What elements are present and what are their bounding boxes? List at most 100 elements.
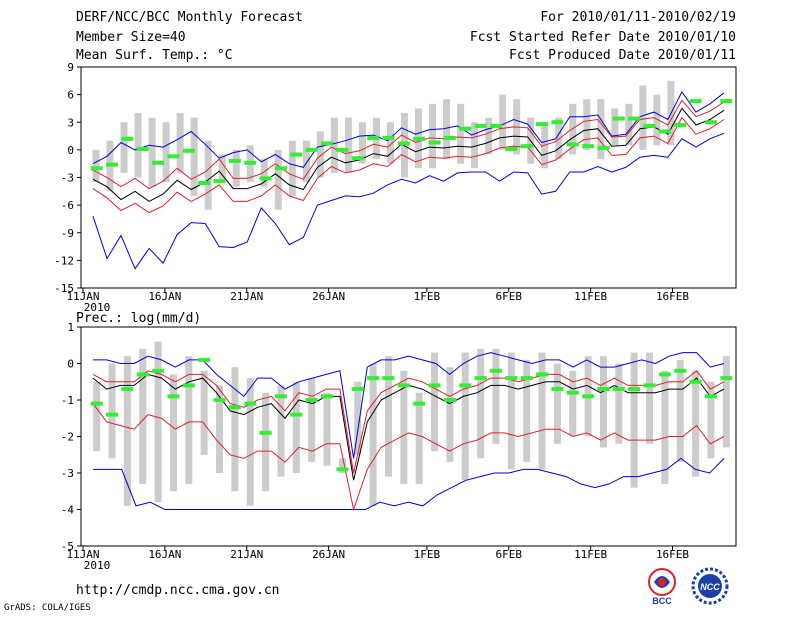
climatology-marker xyxy=(136,372,149,377)
range-bar xyxy=(661,370,669,484)
range-bar xyxy=(338,458,346,473)
range-bar xyxy=(218,154,226,183)
climatology-marker xyxy=(182,383,195,388)
climatology-marker xyxy=(474,123,487,128)
range-bar xyxy=(443,99,451,160)
climatology-marker xyxy=(674,123,687,128)
climatology-marker xyxy=(136,146,149,151)
climatology-marker xyxy=(597,146,610,151)
x-tick-label: 16FEB xyxy=(656,548,689,561)
range-bar xyxy=(204,140,212,210)
range-bar xyxy=(216,385,224,473)
climatology-marker xyxy=(121,387,134,392)
x-year-label: 2010 xyxy=(84,559,111,572)
climatology-marker xyxy=(305,147,318,152)
plot-frame xyxy=(80,326,737,547)
climatology-marker xyxy=(259,176,272,181)
climatology-marker xyxy=(167,154,180,159)
range-bar xyxy=(553,363,561,444)
y-tick-label: -3 xyxy=(61,172,74,185)
range-bar xyxy=(288,140,296,196)
y-tick-label: -5 xyxy=(61,540,74,553)
climatology-marker xyxy=(305,398,318,402)
x-tick-label: 1FEB xyxy=(414,548,441,561)
climatology-marker xyxy=(321,141,334,146)
range-bar xyxy=(457,103,465,164)
range-bar xyxy=(400,370,408,484)
climatology-marker xyxy=(121,136,134,141)
climatology-marker xyxy=(520,144,533,149)
range-bar xyxy=(461,352,469,481)
climatology-marker xyxy=(674,368,687,373)
range-bar xyxy=(625,103,633,146)
climatology-marker xyxy=(551,120,564,125)
range-bar xyxy=(330,117,338,173)
climatology-marker xyxy=(612,116,625,121)
climatology-marker xyxy=(106,162,119,167)
forecast-started-date: Fcst Started Refer Date 2010/01/10 xyxy=(469,30,736,45)
range-bar xyxy=(555,117,563,160)
range-bar xyxy=(611,108,619,146)
range-bar xyxy=(190,117,198,196)
climatology-marker xyxy=(689,99,702,104)
climatology-marker xyxy=(582,394,595,399)
x-tick-label: 6FEB xyxy=(496,548,523,561)
range-bar xyxy=(597,99,605,160)
x-tick-label: 21JAN xyxy=(230,548,263,561)
climatology-marker xyxy=(228,405,241,410)
climatology-marker xyxy=(413,401,426,406)
grads-credit: GrADS: COLA/IGES xyxy=(4,603,91,613)
climatology-marker xyxy=(351,156,364,161)
range-bar xyxy=(292,381,300,473)
range-bar xyxy=(429,103,437,169)
range-bar xyxy=(431,352,439,452)
x-tick-label: 11JAN xyxy=(66,290,99,303)
x-tick-label: 16JAN xyxy=(148,290,181,303)
climatology-marker xyxy=(351,387,364,392)
x-tick-label: 11JAN xyxy=(66,548,99,561)
range-bar xyxy=(302,140,310,183)
climatology-marker xyxy=(658,129,671,134)
range-bar xyxy=(354,381,362,455)
climatology-marker xyxy=(443,398,456,402)
range-bar xyxy=(599,356,607,448)
upper-std-line xyxy=(92,370,725,474)
range-bar xyxy=(316,131,324,178)
climatology-marker xyxy=(628,116,641,121)
range-bar xyxy=(139,348,147,484)
climatology-marker xyxy=(566,390,579,395)
range-bar xyxy=(274,149,282,210)
climatology-marker xyxy=(459,383,472,388)
range-bar xyxy=(108,363,116,459)
x-tick-label: 26JAN xyxy=(312,548,345,561)
x-tick-label: 1FEB xyxy=(414,290,441,303)
y-tick-label: 6 xyxy=(67,89,74,102)
climatology-marker xyxy=(720,376,733,381)
y-tick-label: -4 xyxy=(61,504,75,517)
climatology-marker xyxy=(274,166,287,171)
range-bar xyxy=(707,381,715,459)
x-year-label: 2010 xyxy=(84,301,111,314)
x-tick-label: 26JAN xyxy=(312,290,345,303)
climatology-marker xyxy=(643,383,656,388)
climatology-marker xyxy=(367,376,380,381)
y-tick-label: -2 xyxy=(61,431,74,444)
climatology-marker xyxy=(489,368,502,373)
source-url[interactable]: http://cmdp.ncc.cma.gov.cn xyxy=(76,583,280,598)
min-member-line xyxy=(93,457,725,510)
climatology-marker xyxy=(704,394,717,399)
range-bar xyxy=(308,378,316,463)
climatology-marker xyxy=(612,387,625,392)
climatology-marker xyxy=(259,430,272,435)
range-bar xyxy=(538,352,546,470)
climatology-marker xyxy=(397,141,410,146)
range-bar xyxy=(162,122,170,183)
climatology-marker xyxy=(90,401,103,406)
climatology-marker xyxy=(536,122,549,127)
climatology-marker xyxy=(213,398,226,402)
range-bar xyxy=(323,392,331,466)
climatology-marker xyxy=(689,379,702,384)
range-bar xyxy=(639,85,647,150)
climatology-marker xyxy=(582,144,595,149)
